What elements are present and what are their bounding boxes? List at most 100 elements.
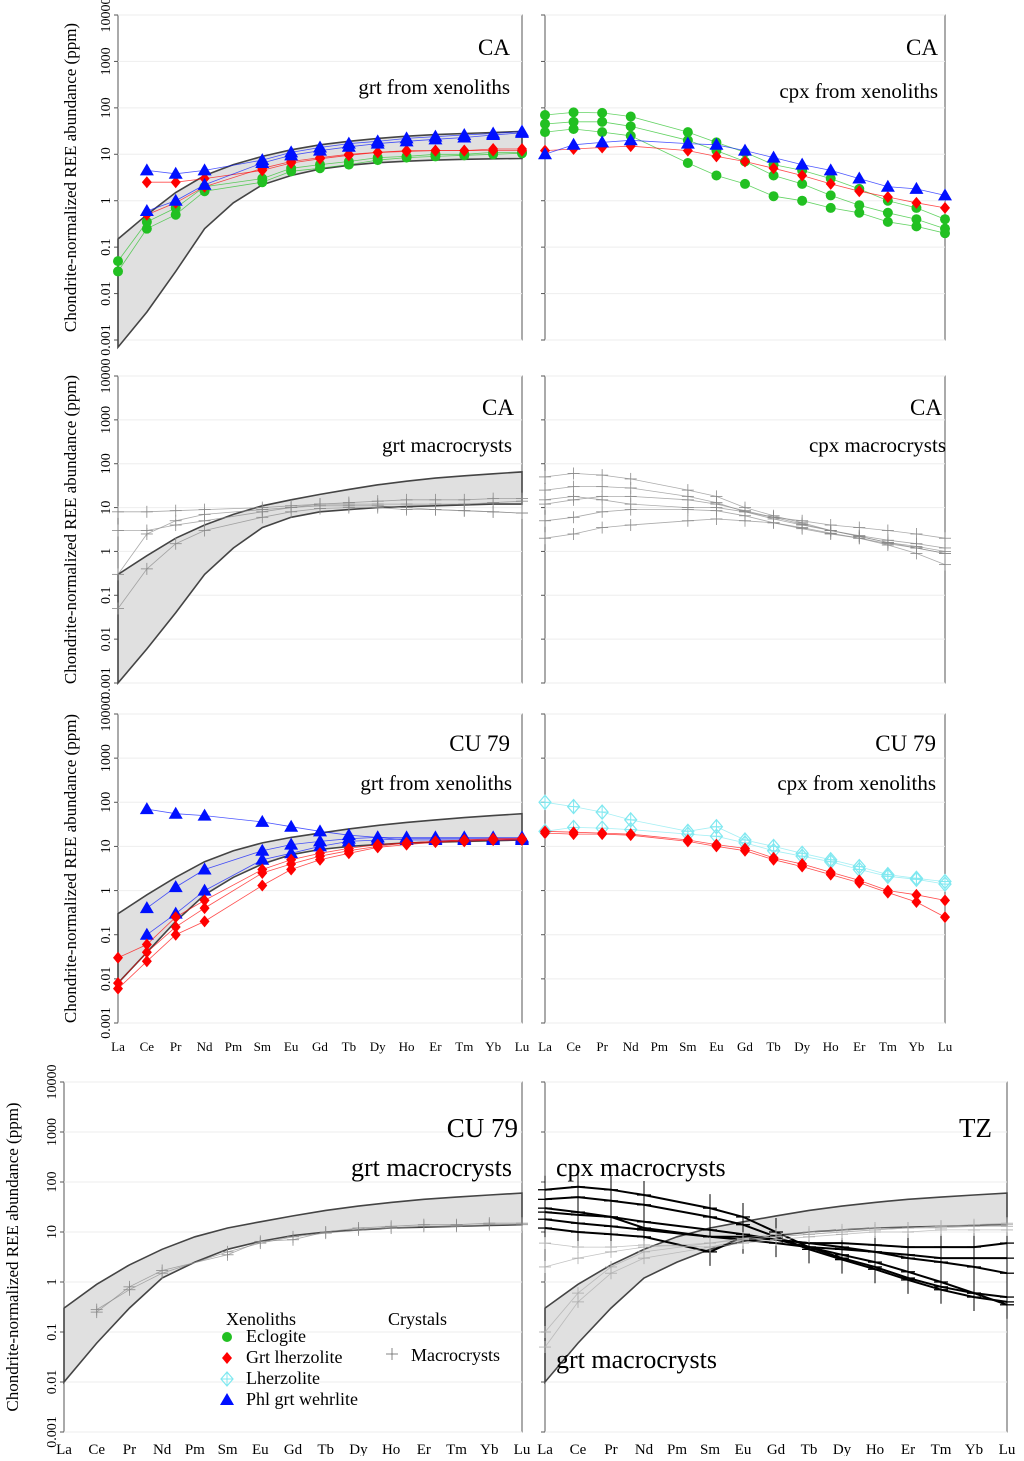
y-tick-label: 0.01 [45, 1370, 60, 1395]
data-point [284, 819, 299, 832]
data-point [372, 841, 383, 854]
data-point [797, 178, 808, 189]
y-tick-label: 10 [45, 1225, 60, 1239]
x-tick-label: La [111, 1039, 125, 1054]
y-axis-label: Chondrite-normalized REE abundance (ppm) [3, 1102, 22, 1411]
data-point [286, 863, 297, 876]
data-point [597, 828, 608, 841]
data-point [315, 853, 325, 866]
data-point [940, 911, 950, 924]
x-tick-label: Eu [252, 1442, 269, 1456]
data-point [459, 835, 470, 848]
y-tick-label: 10000 [45, 1065, 60, 1100]
panel-subtitle: grt from xenoliths [360, 771, 512, 795]
legend-label: Phl grt wehrlite [246, 1389, 358, 1409]
data-point [911, 196, 922, 209]
x-tick-label: Tb [342, 1039, 356, 1054]
panel-title: CA [906, 35, 938, 60]
panel-title: CA [478, 35, 510, 60]
x-tick-label: Pm [225, 1039, 242, 1054]
data-point [113, 982, 123, 995]
panel-c: 0.001 0.01 0.1 1 10 100 1000 10000 Chondrite-nor… [61, 359, 528, 699]
x-tick-label: Pm [185, 1442, 205, 1456]
data-point [568, 107, 579, 118]
x-tick-label: Ho [382, 1442, 400, 1456]
y-tick-label: 1000 [99, 47, 114, 75]
data-point [797, 860, 808, 873]
panel-frame [544, 375, 946, 684]
x-tick-label: Lu [999, 1442, 1016, 1456]
data-point [568, 828, 579, 841]
data-point [768, 853, 779, 866]
data-point [880, 179, 895, 192]
y-tick-label: 100 [99, 453, 114, 474]
data-point [141, 216, 152, 227]
panel-frame [544, 713, 946, 1024]
data-point [825, 202, 836, 213]
data-point [313, 143, 327, 156]
x-tick-label: Sm [218, 1442, 238, 1456]
x-tick-label: Pm [667, 1442, 687, 1456]
legend-xenoliths-title: Xenoliths [226, 1309, 296, 1329]
series-line [544, 518, 946, 565]
y-tick-label: 1 [99, 197, 114, 204]
data-point [854, 876, 865, 889]
data-point [682, 127, 693, 138]
y-tick-label: 0.1 [45, 1323, 60, 1341]
panel-subtitle: cpx from xenoliths [777, 771, 936, 795]
data-point [740, 178, 750, 189]
data-point [825, 190, 836, 201]
data-point [882, 207, 893, 218]
x-tick-label: Lu [514, 1442, 531, 1456]
data-point [401, 838, 412, 851]
data-point [139, 163, 154, 176]
x-tick-label: Lu [938, 1039, 953, 1054]
y-tick-label: 10000 [99, 0, 114, 33]
panel-frame [544, 14, 946, 341]
triangle-marker [220, 1393, 234, 1405]
y-tick-label: 0.01 [99, 967, 114, 992]
legend-label: Lherzolite [246, 1368, 320, 1388]
data-point [399, 134, 414, 147]
panel-title: CA [910, 395, 942, 420]
x-tick-label: Ho [866, 1442, 884, 1456]
y-tick-label: 0.01 [99, 627, 114, 652]
y-tick-label: 1000 [45, 1118, 60, 1146]
y-axis-label: Chondrite-normalized REE abundance (ppm) [61, 714, 80, 1023]
data-point [170, 920, 181, 933]
x-tick-label: Er [429, 1039, 442, 1054]
x-tick-label: La [56, 1442, 72, 1456]
series-line [117, 838, 522, 959]
x-tick-label: Yb [908, 1039, 924, 1054]
x-tick-label: Tb [766, 1039, 780, 1054]
x-tick-label: Tm [446, 1442, 467, 1456]
x-tick-label: Pr [596, 1039, 608, 1054]
data-point [168, 193, 183, 206]
data-point [766, 150, 781, 163]
panel-a: 0.001 0.01 0.1 1 10 100 1000 10000 Chondrite-nor… [61, 0, 529, 356]
y-axis-label: Chondrite-normalized REE abundance (ppm) [61, 375, 80, 684]
data-point [625, 111, 636, 122]
data-point [141, 955, 152, 968]
x-tick-label: Nd [623, 1039, 639, 1054]
data-point [682, 157, 693, 168]
data-point [343, 156, 354, 167]
y-tick-label: 1 [45, 1279, 60, 1286]
data-point [623, 133, 638, 146]
data-point [168, 880, 183, 893]
y-tick-label: 1 [99, 887, 114, 894]
data-point [257, 863, 268, 876]
x-tick-label: Lu [515, 1039, 530, 1054]
y-tick-label: 0.1 [99, 926, 114, 944]
y-tick-label: 0.001 [99, 667, 114, 699]
panel-subtitle: grt macrocrysts [382, 433, 512, 457]
data-point [768, 191, 779, 202]
data-point [852, 171, 867, 184]
panel-title: TZ [959, 1113, 992, 1143]
data-point [197, 177, 212, 190]
data-point [854, 207, 865, 218]
data-point [709, 137, 724, 150]
data-point [854, 200, 865, 211]
data-point [343, 847, 354, 860]
